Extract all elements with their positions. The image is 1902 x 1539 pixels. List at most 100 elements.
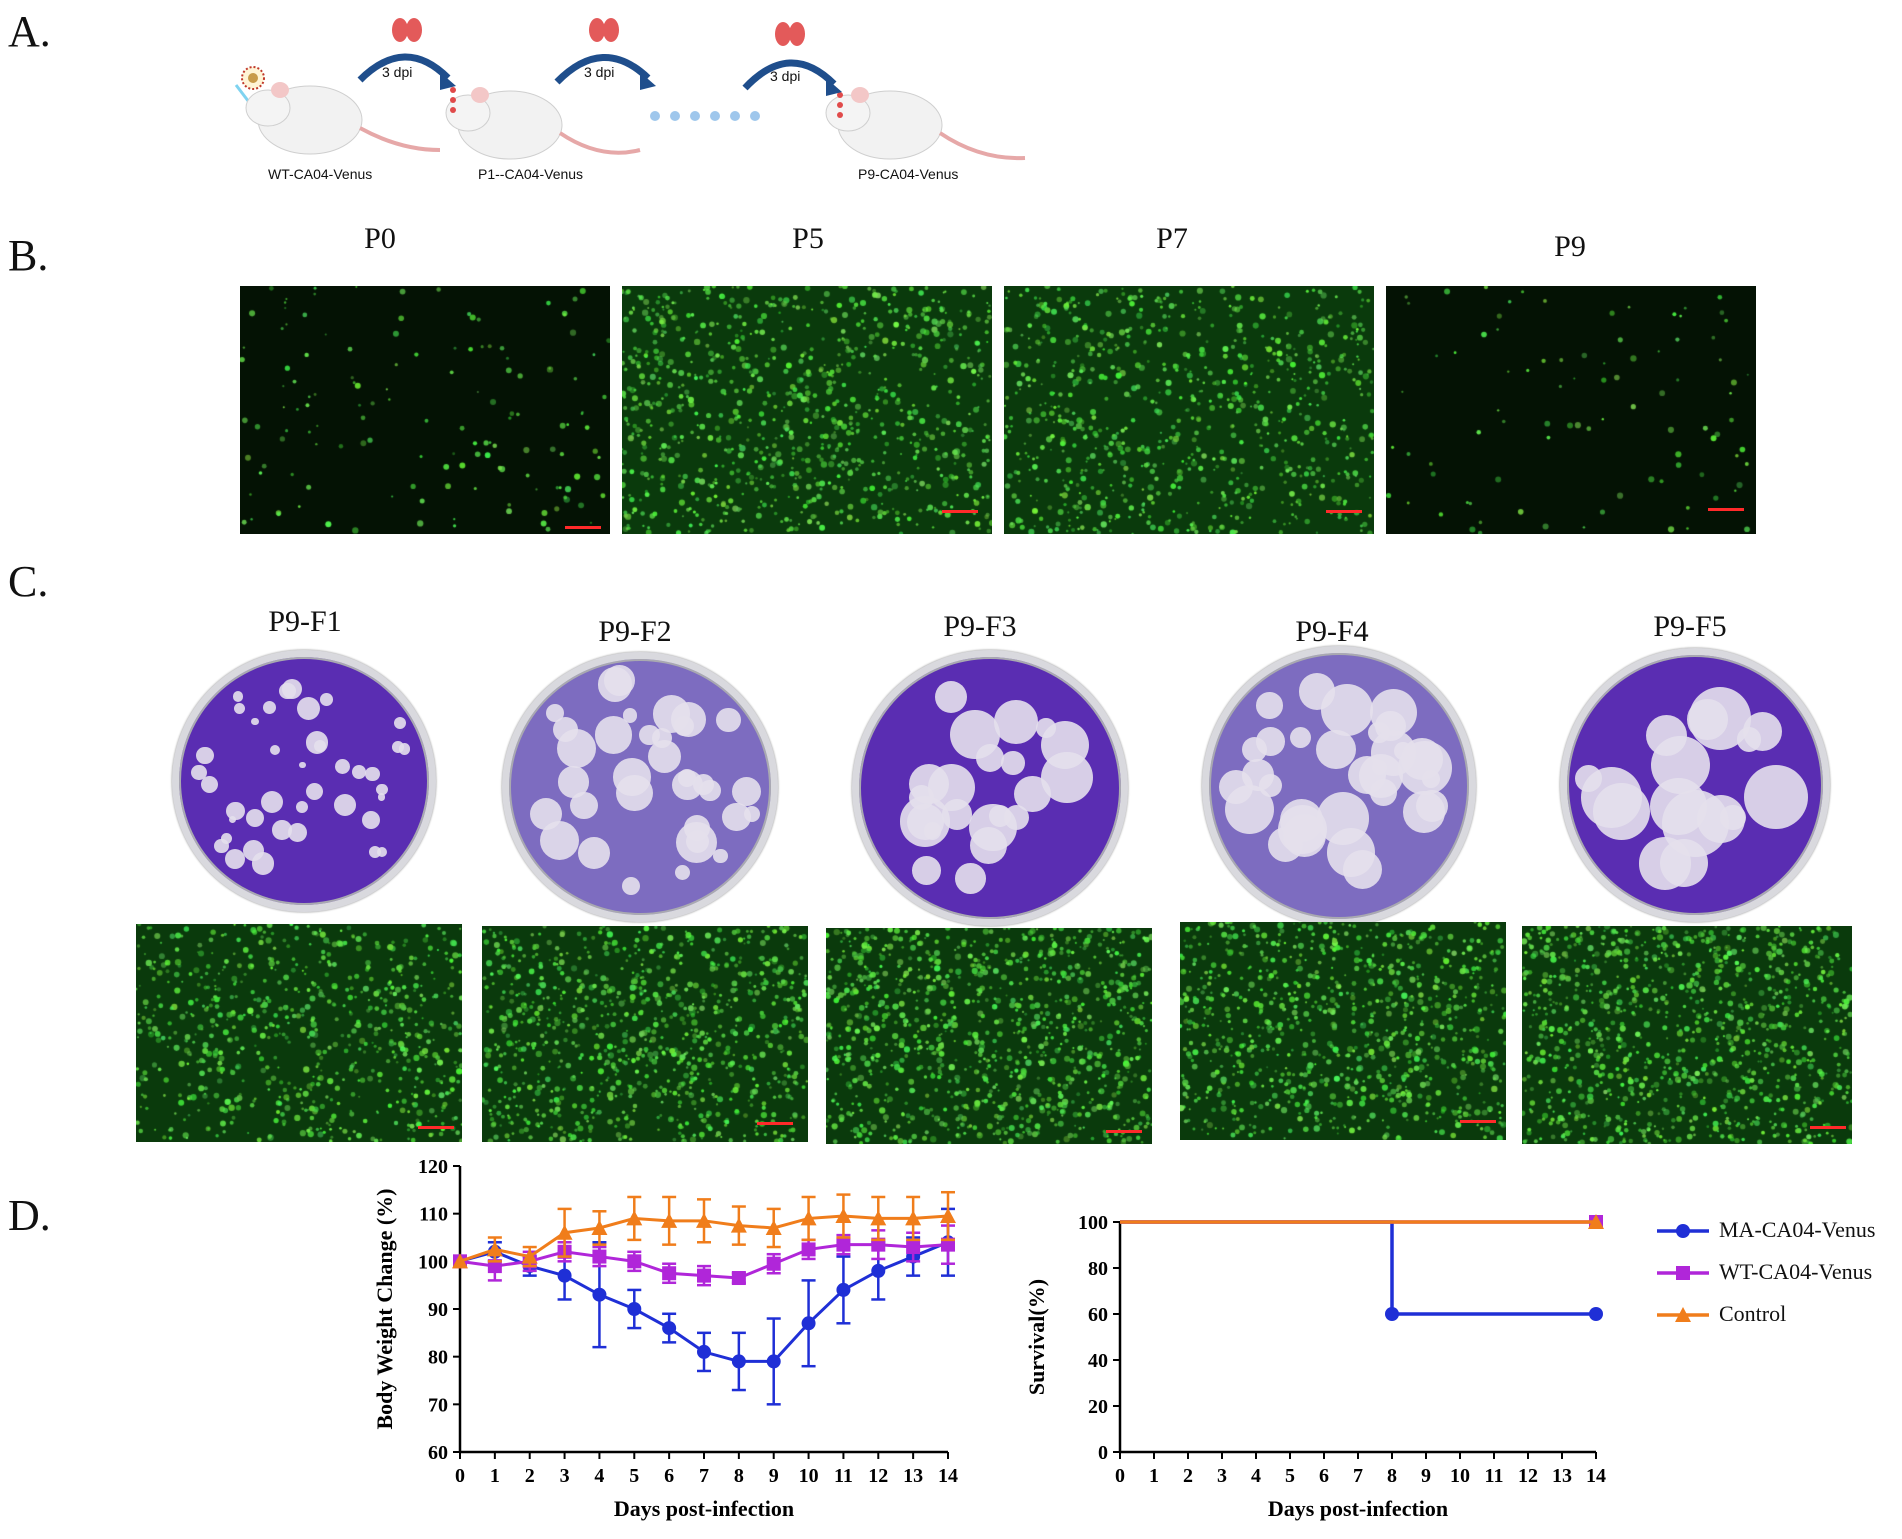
data-point: [661, 1212, 678, 1228]
plaque: [262, 700, 277, 715]
plaque: [245, 808, 264, 828]
legend-label: WT-CA04-Venus: [1719, 1259, 1873, 1284]
scale-bar: [1460, 1120, 1496, 1123]
fluorescence-image-f5: [1522, 926, 1852, 1144]
passage-schematic: [234, 18, 1026, 161]
scale-bar: [942, 510, 978, 513]
data-point: [697, 1268, 711, 1283]
arrow-label-1: 3 dpi: [382, 64, 413, 80]
scale-bar: [757, 1122, 793, 1125]
scale-bar: [1106, 1130, 1142, 1133]
y-tick-label: 60: [428, 1442, 448, 1464]
plaque: [621, 876, 641, 895]
plaque: [594, 716, 633, 754]
data-point: [557, 1268, 572, 1283]
arrow-label-2: 3 dpi: [584, 64, 615, 80]
plaque: [226, 801, 245, 821]
plaque: [195, 746, 214, 765]
data-point: [662, 1266, 677, 1281]
x-tick-label: 5: [1285, 1465, 1295, 1487]
plaque: [683, 814, 711, 842]
plaque: [744, 805, 761, 822]
plaque: [556, 729, 596, 769]
mouse-icon-2: [445, 87, 641, 160]
plaque: [398, 743, 411, 755]
data-point: [696, 1212, 712, 1228]
data-point: [627, 1254, 642, 1269]
data-point: [697, 1344, 711, 1359]
plaque: [252, 852, 275, 875]
plaque: [200, 776, 218, 794]
plaque: [288, 822, 308, 842]
data-point: [941, 1237, 955, 1252]
scale-bar: [1810, 1126, 1846, 1129]
plaque: [672, 769, 703, 801]
plaque: [1416, 790, 1449, 823]
clone-label-f3: P9-F3: [943, 610, 1017, 643]
plaque: [731, 776, 762, 807]
clone-label-f1: P9-F1: [268, 605, 342, 638]
y-axis-title: Body Weight Change (%): [372, 1188, 397, 1429]
plaque: [1256, 692, 1283, 719]
plaque: [305, 782, 324, 800]
clone-label-f5: P9-F5: [1653, 610, 1727, 643]
plaque-dish-f4: [1202, 646, 1476, 926]
plaque: [652, 695, 691, 734]
x-tick-label: 7: [699, 1465, 709, 1487]
step-label-wt: WT-CA04-Venus: [268, 166, 373, 182]
plaque: [955, 863, 986, 895]
plaque: [1398, 740, 1453, 795]
plaque: [376, 783, 389, 796]
plaque: [994, 700, 1038, 744]
panel-b-letter: B.: [8, 231, 49, 280]
data-point: [766, 1256, 781, 1271]
plaque: [269, 745, 280, 756]
plaque: [578, 836, 610, 869]
x-tick-label: 6: [1319, 1465, 1329, 1487]
scale-bar: [565, 526, 601, 529]
data-point: [487, 1259, 502, 1274]
legend-label: Control: [1719, 1301, 1787, 1326]
x-tick-label: 2: [525, 1465, 535, 1487]
virus-icon: [241, 66, 265, 90]
plaque: [1242, 736, 1268, 762]
plaque: [912, 856, 941, 886]
survival-legend: MA-CA04-Venus WT-CA04-Venus Control: [1655, 1216, 1900, 1342]
x-tick-label: 10: [1450, 1465, 1470, 1487]
legend-marker: [1676, 1266, 1690, 1280]
survival-line-MA-CA04-Venus: [1120, 1220, 1596, 1316]
y-tick-label: 80: [1088, 1258, 1108, 1280]
x-tick-label: 5: [629, 1465, 639, 1487]
x-axis-title: Days post-infection: [1268, 1496, 1448, 1521]
plaque: [224, 848, 246, 870]
y-tick-label: 40: [1088, 1350, 1108, 1372]
plaque: [1225, 784, 1275, 835]
legend-item: MA-CA04-Venus: [1655, 1216, 1900, 1246]
ellipsis-dots: [650, 111, 760, 121]
mouse-icon-1: [245, 82, 441, 155]
plaque: [539, 821, 579, 861]
plaque: [295, 800, 308, 813]
data-point: [1588, 1214, 1604, 1229]
plaque: [950, 709, 1001, 760]
clone-label-f4: P9-F4: [1295, 615, 1369, 648]
plaque: [1298, 673, 1336, 710]
plaque: [281, 678, 302, 699]
x-tick-label: 11: [1485, 1465, 1504, 1487]
plaque: [272, 820, 292, 841]
data-point: [592, 1287, 607, 1302]
data-point: [835, 1208, 852, 1224]
data-point: [731, 1271, 746, 1286]
lung-icon: [392, 18, 805, 46]
fluorescence-image-p7: [1004, 286, 1374, 534]
y-tick-label: 60: [1088, 1304, 1108, 1326]
data-point: [870, 1210, 887, 1226]
x-tick-label: 1: [490, 1465, 500, 1487]
plaque: [393, 717, 406, 730]
scale-bar: [1326, 510, 1362, 513]
legend-swatch: [1657, 1224, 1709, 1238]
plaque: [546, 704, 565, 723]
plaque: [320, 693, 333, 707]
plaque: [377, 793, 385, 801]
x-tick-label: 0: [1115, 1465, 1125, 1487]
